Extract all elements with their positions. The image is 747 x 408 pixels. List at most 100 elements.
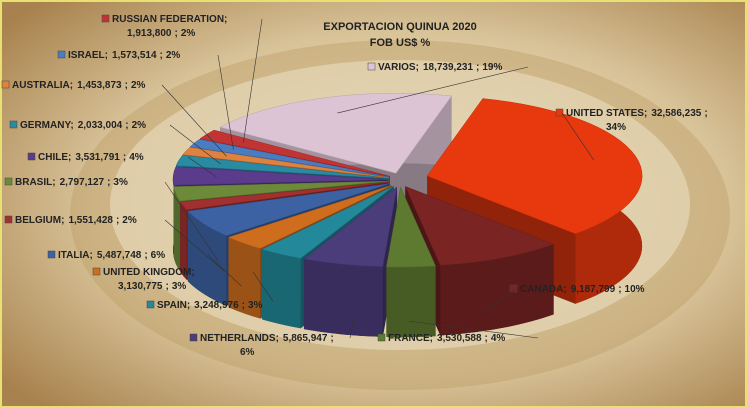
label-category: ISRAEL	[68, 50, 105, 61]
data-label: AUSTRALIA;1,453,873;2%	[12, 80, 146, 91]
label-percent: 34%	[606, 122, 626, 133]
label-percent: 3%	[172, 281, 187, 292]
label-separator: ;	[242, 300, 245, 311]
label-percent: 4%	[491, 333, 506, 344]
label-separator: ;	[191, 267, 194, 278]
label-percent: 6%	[151, 250, 166, 261]
label-category: UNITED STATES	[566, 108, 644, 119]
label-separator: ;	[166, 281, 169, 292]
slice-wall	[304, 259, 383, 337]
label-value: 3,530,588	[437, 333, 482, 344]
legend-swatch	[10, 121, 17, 128]
data-label: GERMANY;2,033,004;2%	[20, 120, 146, 131]
label-percent: 2%	[181, 28, 196, 39]
label-value: 1,913,800	[127, 28, 172, 39]
label-value: 9,187,799	[571, 284, 616, 295]
legend-swatch	[102, 15, 109, 22]
chart-title: EXPORTACION QUINUA 2020	[323, 21, 476, 33]
label-percent: 3%	[113, 177, 128, 188]
slice-wall	[386, 266, 435, 337]
label-separator: ;	[89, 250, 92, 261]
label-value: 32,586,235	[651, 108, 701, 119]
label-category: CANADA	[520, 284, 563, 295]
label-separator: ;	[563, 284, 566, 295]
label-category: NETHERLANDS	[200, 333, 276, 344]
legend-swatch	[556, 109, 563, 116]
label-separator: ;	[485, 333, 488, 344]
label-separator: ;	[430, 333, 433, 344]
label-percent: 2%	[166, 50, 181, 61]
label-value: 18,739,231	[423, 62, 473, 73]
label-separator: ;	[175, 28, 178, 39]
label-separator: ;	[61, 215, 64, 226]
label-category: ITALIA	[58, 250, 89, 261]
legend-swatch	[28, 153, 35, 160]
label-category: AUSTRALIA	[12, 80, 70, 91]
label-separator: ;	[416, 62, 419, 73]
label-category: VARIOS	[378, 62, 416, 73]
label-percent: 2%	[122, 215, 137, 226]
label-category: BRASIL	[15, 177, 52, 188]
legend-swatch	[368, 63, 375, 70]
legend-swatch	[48, 251, 55, 258]
label-category: BELGIUM	[15, 215, 61, 226]
label-value: 2,797,127	[60, 177, 105, 188]
chart: EXPORTACION QUINUA 2020 FOB US$ % UNITED…	[0, 0, 747, 408]
label-percent: 6%	[240, 347, 255, 358]
label-value: 3,130,775	[118, 281, 163, 292]
label-category: UNITED KINGDOM	[103, 267, 191, 278]
label-value: 3,531,791	[75, 152, 120, 163]
label-value: 1,551,428	[68, 215, 113, 226]
label-value: 1,573,514	[112, 50, 157, 61]
data-label: BELGIUM;1,551,428;2%	[15, 215, 137, 226]
label-value: 1,453,873	[77, 80, 122, 91]
label-value: 5,865,947	[283, 333, 328, 344]
label-category: FRANCE	[388, 333, 430, 344]
label-separator: ;	[144, 250, 147, 261]
label-separator: ;	[276, 333, 279, 344]
legend-swatch	[147, 301, 154, 308]
label-separator: ;	[123, 152, 126, 163]
label-percent: 10%	[625, 284, 645, 295]
label-percent: 3%	[248, 300, 263, 311]
label-separator: ;	[644, 108, 647, 119]
label-separator: ;	[105, 50, 108, 61]
label-separator: ;	[618, 284, 621, 295]
label-separator: ;	[70, 120, 73, 131]
label-category: GERMANY	[20, 120, 71, 131]
slice-wall	[262, 249, 301, 328]
label-separator: ;	[224, 14, 227, 25]
legend-swatch	[58, 51, 65, 58]
chart-subtitle: FOB US$ %	[370, 37, 431, 49]
data-label: CANADA;9,187,799;10%	[520, 284, 645, 295]
legend-swatch	[93, 268, 100, 275]
legend-swatch	[5, 178, 12, 185]
label-category: SPAIN	[157, 300, 187, 311]
label-percent: 2%	[132, 120, 147, 131]
label-separator: ;	[476, 62, 479, 73]
label-separator: ;	[160, 50, 163, 61]
data-label: VARIOS;18,739,231;19%	[378, 62, 502, 73]
legend-swatch	[2, 81, 9, 88]
legend-swatch	[190, 334, 197, 341]
label-percent: 19%	[482, 62, 502, 73]
label-category: CHILE	[38, 152, 68, 163]
label-separator: ;	[52, 177, 55, 188]
label-separator: ;	[107, 177, 110, 188]
label-separator: ;	[68, 152, 71, 163]
legend-swatch	[378, 334, 385, 341]
label-value: 2,033,004	[78, 120, 123, 131]
data-label: FRANCE;3,530,588;4%	[388, 333, 505, 344]
label-separator: ;	[330, 333, 333, 344]
label-separator: ;	[116, 215, 119, 226]
label-percent: 2%	[131, 80, 146, 91]
label-value: 5,487,748	[97, 250, 142, 261]
label-separator: ;	[125, 120, 128, 131]
label-separator: ;	[704, 108, 707, 119]
label-category: RUSSIAN FEDERATION	[112, 14, 224, 25]
legend-swatch	[5, 216, 12, 223]
label-separator: ;	[70, 80, 73, 91]
label-separator: ;	[187, 300, 190, 311]
label-percent: 4%	[129, 152, 144, 163]
label-separator: ;	[125, 80, 128, 91]
